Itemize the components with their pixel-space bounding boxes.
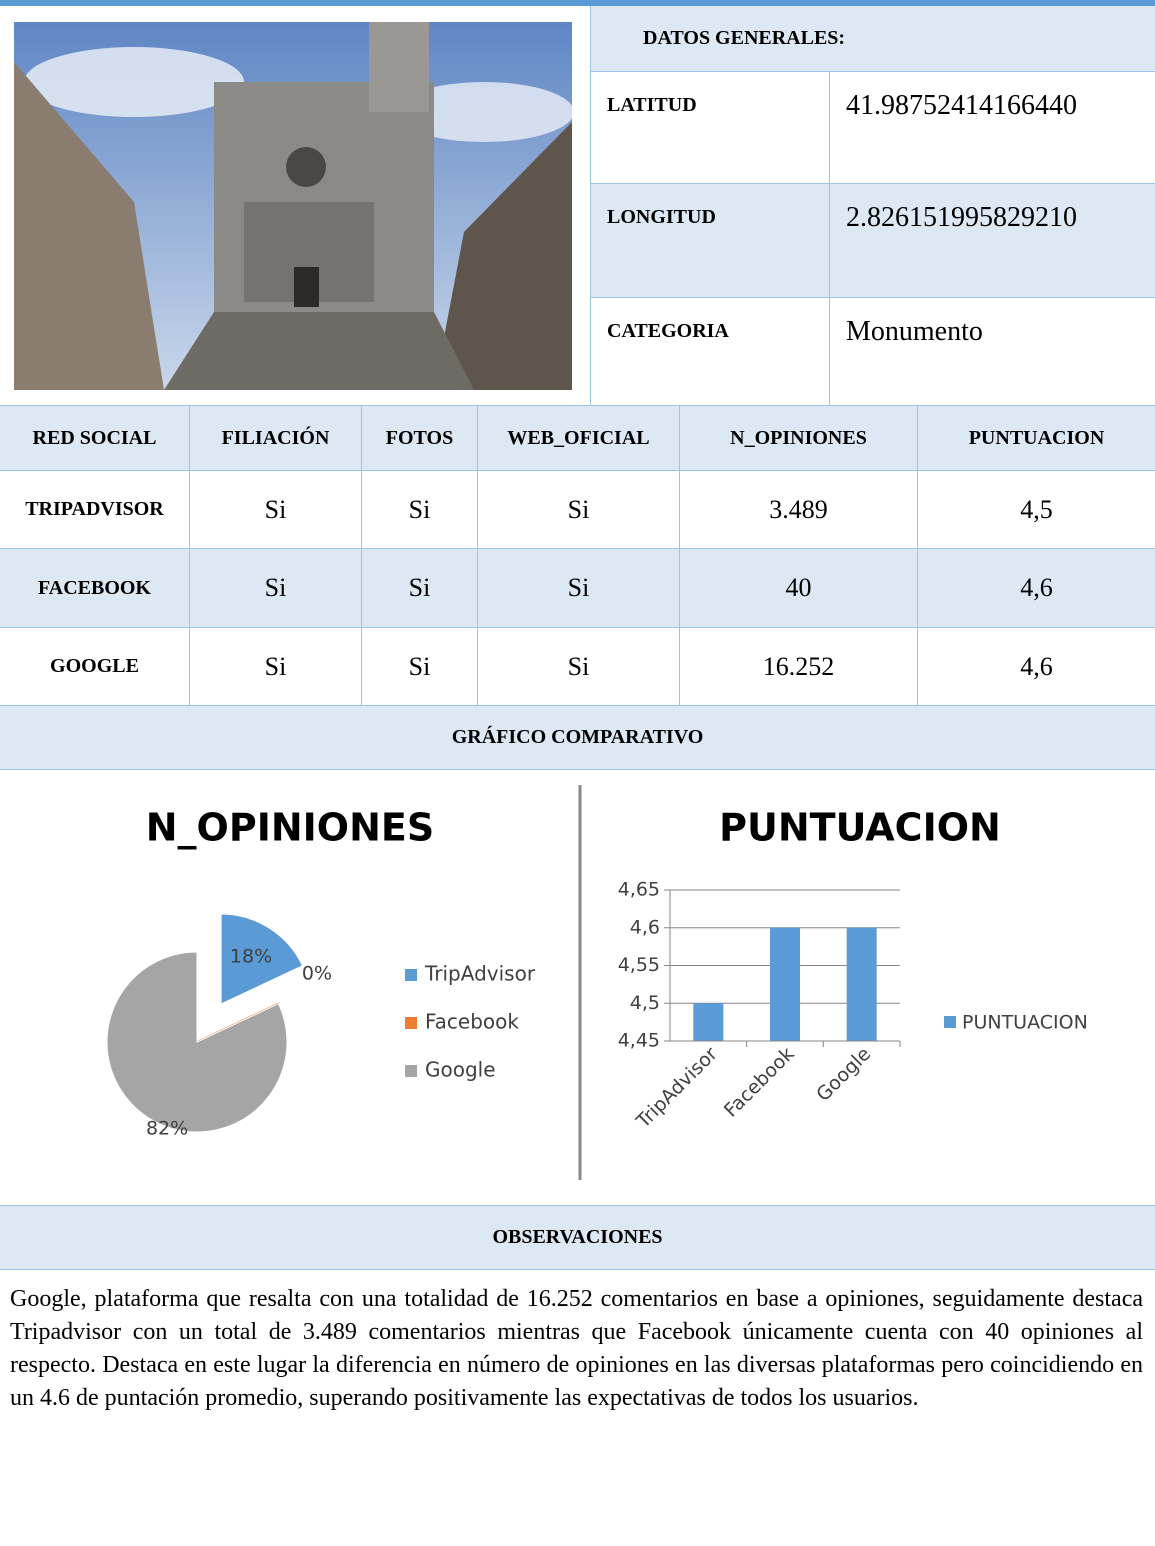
y-tick-label: 4,6 — [630, 916, 660, 938]
page: DATOS GENERALES: LATITUD41.9875241416644… — [0, 0, 1155, 1546]
y-tick-label: 4,45 — [618, 1030, 660, 1052]
table-cell: 4,5 — [918, 470, 1155, 548]
charts: N_OPINIONES18%0%82%TripAdvisorFacebookGo… — [0, 770, 1155, 1205]
table-cell: 3.489 — [680, 470, 918, 548]
table-cell: Si — [478, 627, 680, 705]
table-cell: Si — [362, 470, 478, 548]
y-tick-label: 4,5 — [630, 992, 660, 1014]
y-tick-label: 4,65 — [618, 879, 660, 901]
table-cell: Si — [190, 627, 362, 705]
data-label: 18% — [230, 945, 272, 967]
bar — [693, 1003, 723, 1041]
y-tick-label: 4,55 — [618, 954, 660, 976]
table-cell: Si — [362, 548, 478, 627]
table-header: FOTOS — [362, 405, 478, 470]
table-cell: Si — [478, 470, 680, 548]
table-cell: 4,6 — [918, 627, 1155, 705]
table-header: RED SOCIAL — [0, 405, 190, 470]
table-cell: 16.252 — [680, 627, 918, 705]
data-label: 0% — [302, 963, 332, 985]
legend-label: TripAdvisor — [424, 962, 536, 986]
bar — [847, 928, 877, 1041]
chart-section-title: GRÁFICO COMPARATIVO — [0, 705, 1155, 770]
table-cell: Si — [478, 548, 680, 627]
general-label: CATEGORIA — [591, 298, 830, 405]
general-value: 2.826151995829210 — [830, 184, 1155, 298]
row-label: TRIPADVISOR — [0, 470, 190, 548]
table-cell: Si — [362, 627, 478, 705]
legend-label: PUNTUACION — [962, 1012, 1088, 1034]
data-label: 82% — [146, 1118, 188, 1140]
row-label: GOOGLE — [0, 627, 190, 705]
table-cell: 40 — [680, 548, 918, 627]
general-title: DATOS GENERALES: — [591, 6, 1155, 72]
observations-title: OBSERVACIONES — [0, 1205, 1155, 1270]
general-value: Monumento — [830, 298, 1155, 405]
legend-swatch — [405, 1065, 417, 1077]
general-label: LATITUD — [591, 72, 830, 184]
chart-title: N_OPINIONES — [146, 806, 434, 850]
x-tick-label: Google — [812, 1043, 875, 1106]
table-header: PUNTUACION — [918, 405, 1155, 470]
table-header: WEB_OFICIAL — [478, 405, 680, 470]
legend-label: Google — [425, 1058, 496, 1082]
observations-text: Google, plataforma que resalta con una t… — [10, 1283, 1143, 1415]
table-header: N_OPINIONES — [680, 405, 918, 470]
table-cell: 4,6 — [918, 548, 1155, 627]
legend-swatch — [405, 1017, 417, 1029]
legend-swatch — [405, 969, 417, 981]
x-tick-label: Facebook — [720, 1043, 799, 1122]
general-label: LONGITUD — [591, 184, 830, 298]
row-label: FACEBOOK — [0, 548, 190, 627]
x-tick-label: TripAdvisor — [632, 1043, 722, 1133]
general-value: 41.98752414166440 — [830, 72, 1155, 184]
table-header: FILIACIÓN — [190, 405, 362, 470]
cathedral-photo — [14, 22, 572, 390]
legend-swatch — [944, 1016, 956, 1028]
table-cell: Si — [190, 548, 362, 627]
legend-label: Facebook — [425, 1010, 519, 1034]
bar — [770, 928, 800, 1041]
chart-title: PUNTUACION — [719, 806, 1001, 850]
table-cell: Si — [190, 470, 362, 548]
